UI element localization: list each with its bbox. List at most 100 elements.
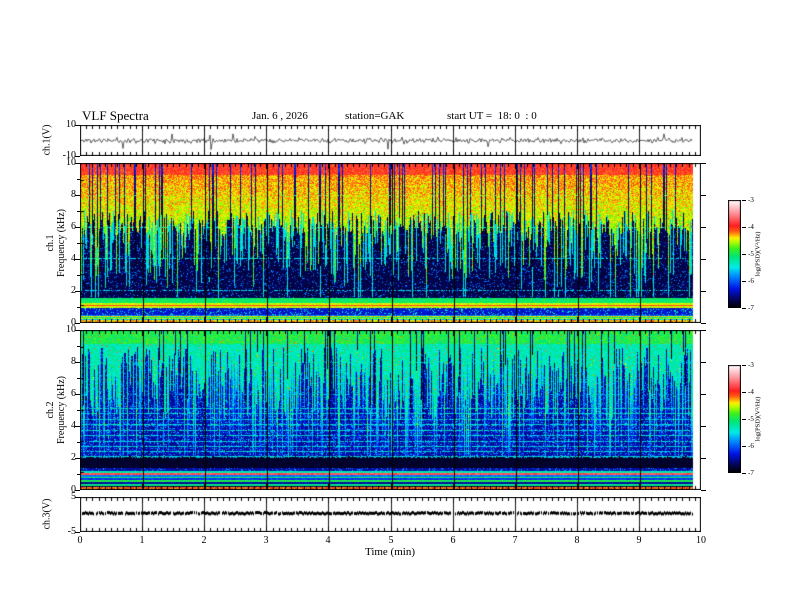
tick-mark [77,474,80,475]
tick-mark [75,259,80,260]
ch1-spectrogram-canvas [80,163,701,323]
x-tick-label: 2 [201,535,207,546]
tick-mark [77,378,80,379]
y-tick-label: 10 [66,157,76,168]
y-tick-label: 0 [71,484,76,495]
colorbar-tick-label: -6 [748,442,754,450]
x-tick-label: 0 [77,535,83,546]
station-label: station=GAK [345,110,405,122]
page-title: VLF Spectra [82,108,149,123]
tick-mark [77,346,80,347]
x-tick-label: 1 [139,535,145,546]
x-tick-label: 10 [696,535,706,546]
colorbar-tick-mark [742,365,746,366]
tick-mark [75,291,80,292]
tick-mark [75,156,80,157]
tick-mark [75,125,80,126]
colorbar-ch2 [728,365,741,473]
colorbar-tick-label: -5 [748,250,754,258]
colorbar-ch2-label: log(PSD)(V²/Hz) [754,396,762,442]
ch3-voltage-axis-label: ch.3(V) [41,498,53,530]
tick-mark [75,394,80,395]
tick-mark [701,163,706,164]
tick-mark [701,330,706,331]
date-label: Jan. 6 , 2026 [252,110,308,122]
tick-mark [75,426,80,427]
y-tick-label: 4 [71,420,76,431]
colorbar-ch1 [728,200,741,308]
tick-mark [75,490,80,491]
tick-mark [701,426,706,427]
colorbar-tick-label: -6 [748,277,754,285]
ch1-spectrogram-panel [80,163,701,323]
tick-mark [77,179,80,180]
tick-mark [75,458,80,459]
colorbar-tick-label: -3 [748,361,754,369]
tick-mark [701,394,706,395]
tick-mark [77,442,80,443]
colorbar-tick-mark [742,281,746,282]
colorbar-tick-mark [742,419,746,420]
y-tick-label: -10 [62,150,76,161]
tick-mark [701,259,706,260]
tick-mark [75,323,80,324]
tick-mark [75,330,80,331]
x-tick-label: 5 [388,535,394,546]
ch1-waveform-canvas [80,125,701,156]
tick-mark [75,362,80,363]
y-tick-label: 2 [71,285,76,296]
x-tick-label: 4 [325,535,331,546]
colorbar-tick-mark [742,392,746,393]
ch3-waveform-panel [80,497,701,532]
tick-mark [75,227,80,228]
x-tick-label: 6 [450,535,456,546]
ch2-spectrogram-panel [80,330,701,490]
tick-mark [75,497,80,498]
y-tick-label: 5 [71,491,76,502]
ch3-waveform-canvas [80,497,701,532]
start-ut-label: start UT = 18: 0 : 0 [447,110,537,122]
y-tick-label: 6 [71,221,76,232]
y-tick-label: 6 [71,388,76,399]
colorbar-tick-label: -5 [748,415,754,423]
colorbar-tick-label: -7 [748,469,754,477]
y-tick-label: 0 [71,317,76,328]
colorbar-tick-mark [742,308,746,309]
tick-mark [701,195,706,196]
ch2-frequency-axis-label: ch.2 Frequency (kHz) [45,376,67,444]
x-tick-label: 9 [636,535,642,546]
tick-mark [77,243,80,244]
colorbar-tick-mark [742,254,746,255]
colorbar-tick-mark [742,200,746,201]
y-tick-label: 8 [71,356,76,367]
y-tick-label: 2 [71,452,76,463]
ch2-frequency-axis-label-line2: Frequency (kHz) [56,375,67,445]
colorbar-tick-mark [742,227,746,228]
y-tick-label: 10 [66,119,76,130]
y-tick-label: 8 [71,189,76,200]
tick-mark [701,362,706,363]
tick-mark [77,410,80,411]
colorbar-tick-label: -4 [748,223,754,231]
tick-mark [701,291,706,292]
y-tick-label: 4 [71,253,76,264]
colorbar-ch1-label: log(PSD)(V²/Hz) [754,231,762,277]
x-tick-label: 7 [512,535,518,546]
ch1-frequency-axis-label: ch.1 Frequency (kHz) [45,209,67,277]
colorbar-tick-mark [742,446,746,447]
x-tick-label: 3 [263,535,269,546]
tick-mark [701,458,706,459]
ch1-frequency-axis-label-line1: ch.1 [45,234,56,252]
colorbar-tick-label: -3 [748,196,754,204]
tick-mark [77,307,80,308]
ch1-waveform-panel [80,125,701,156]
y-tick-label: 10 [66,324,76,335]
tick-mark [75,163,80,164]
x-tick-label: 8 [574,535,580,546]
tick-mark [75,195,80,196]
ch1-frequency-axis-label-line2: Frequency (kHz) [56,208,67,278]
colorbar-tick-label: -7 [748,304,754,312]
ch2-spectrogram-canvas [80,330,701,490]
tick-mark [75,532,80,533]
